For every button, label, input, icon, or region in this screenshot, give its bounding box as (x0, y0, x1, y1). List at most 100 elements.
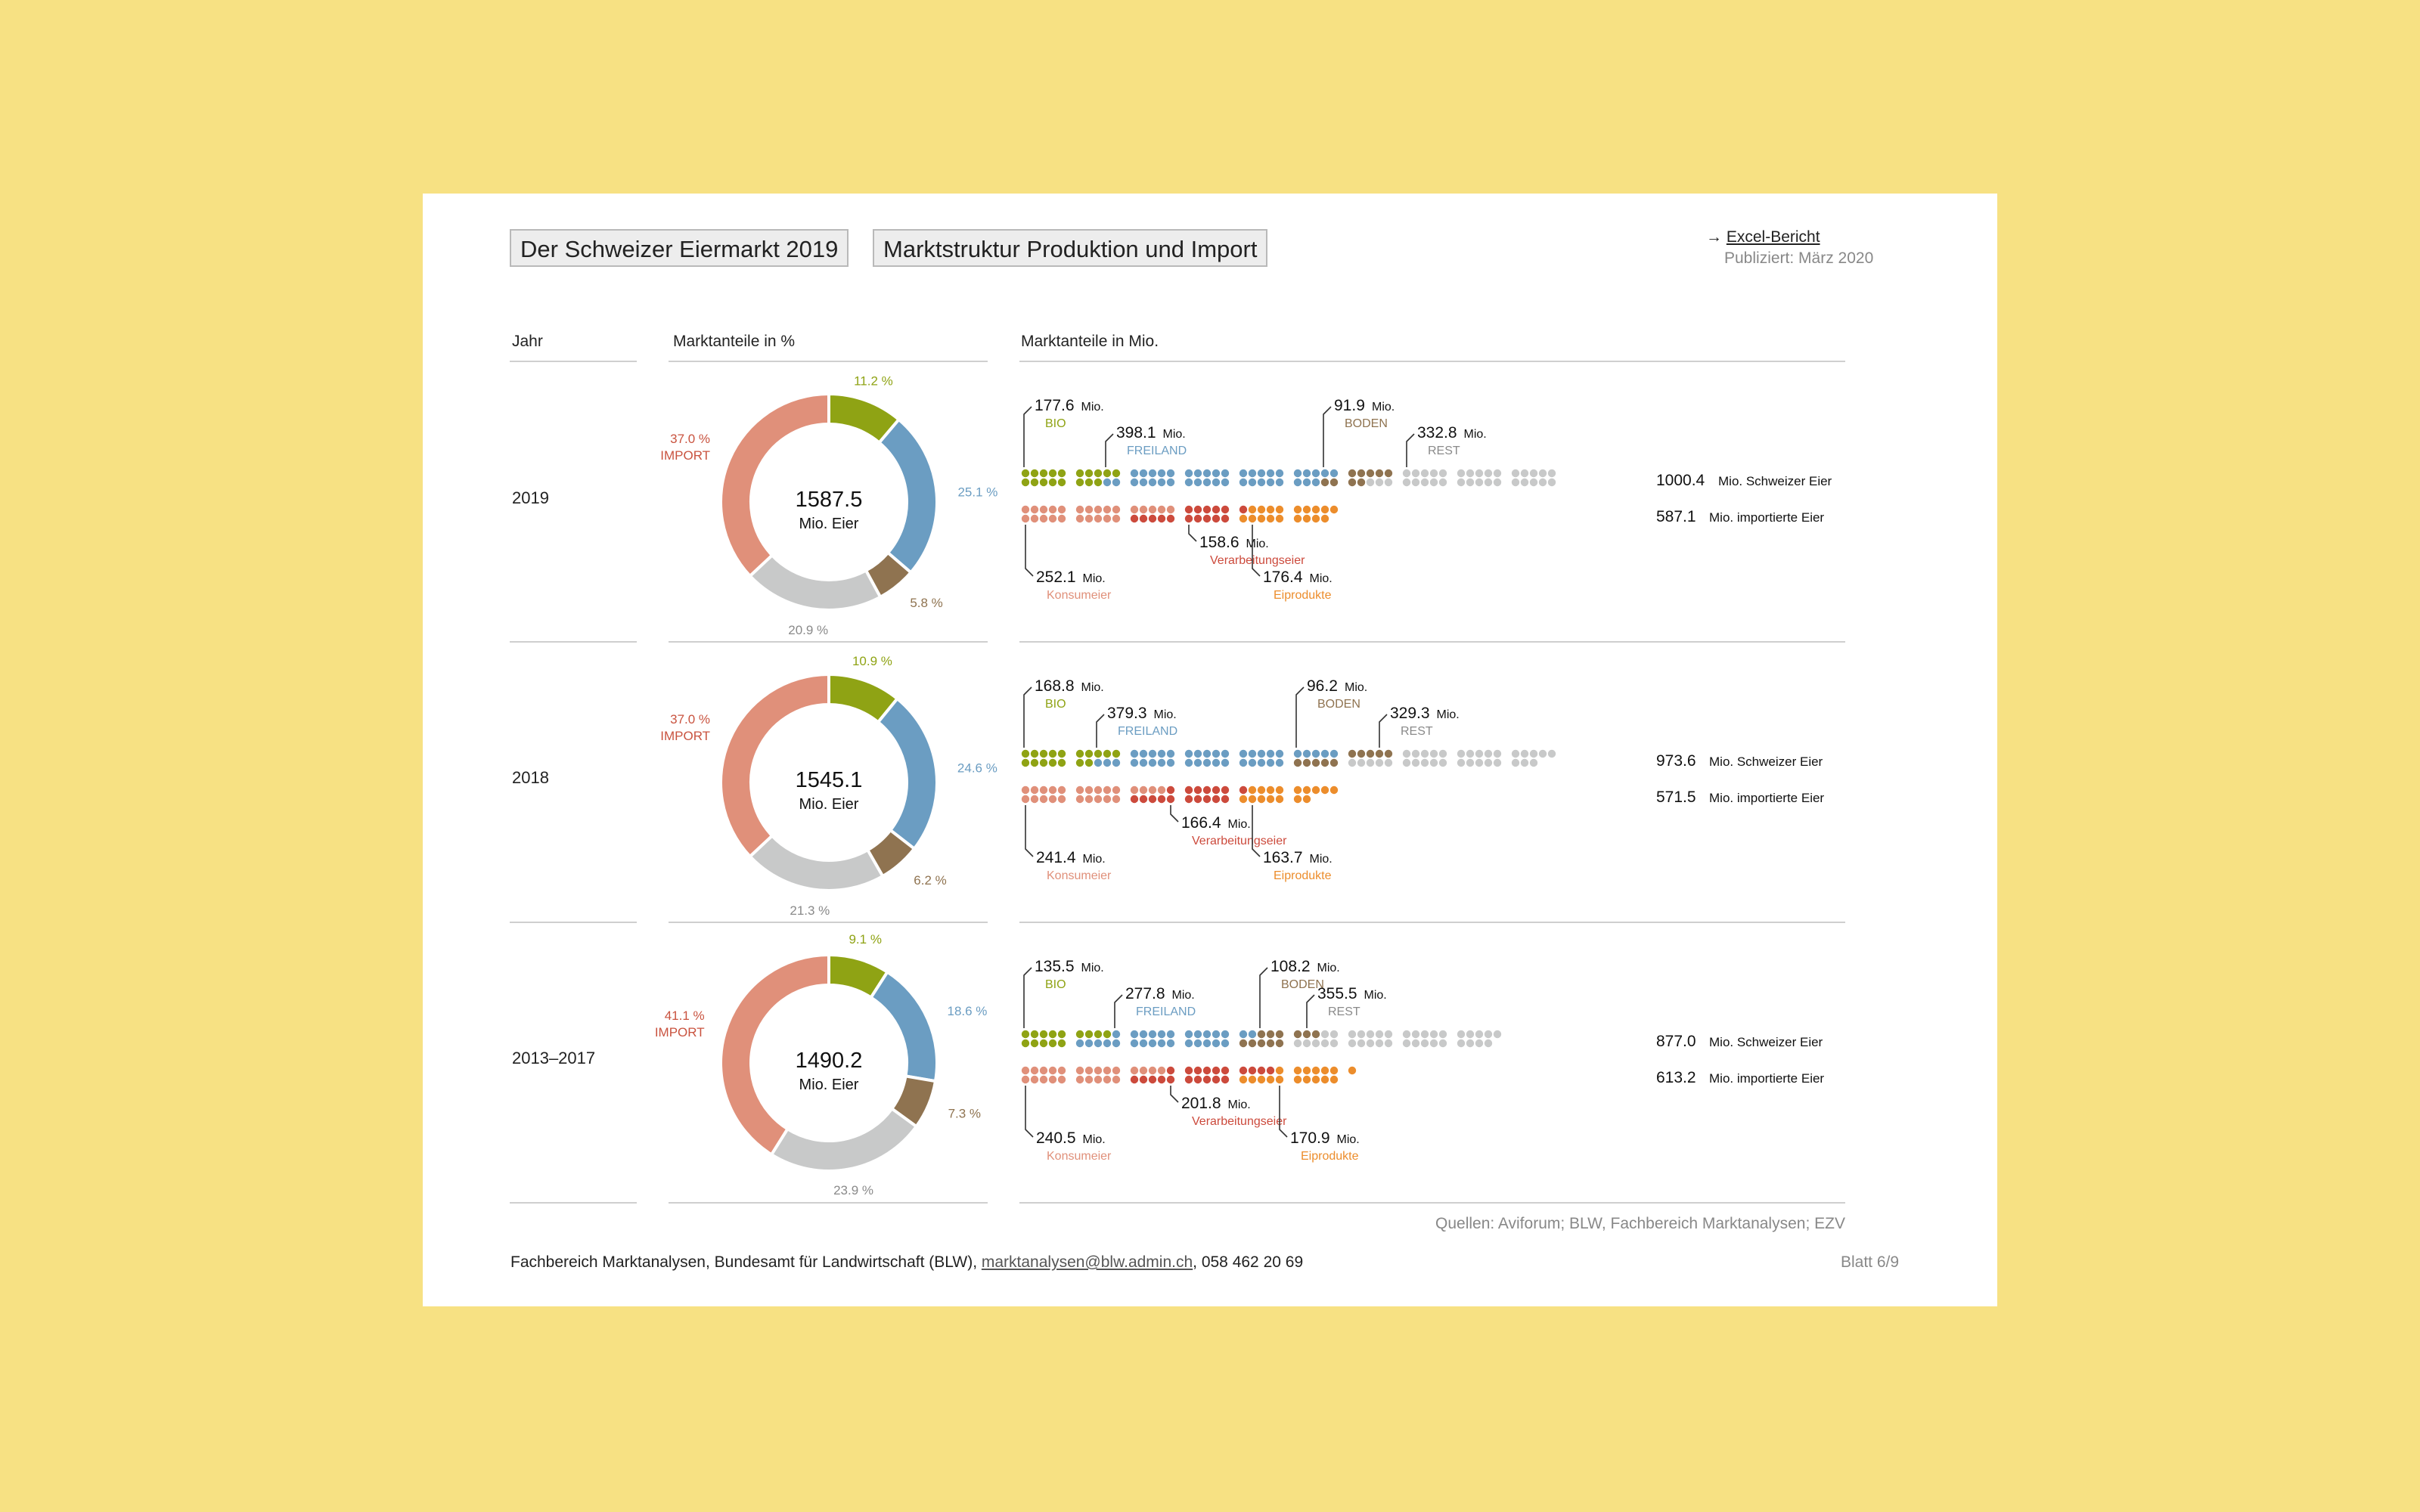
import-egg-dot-konsum (1048, 1066, 1057, 1075)
import-egg-dot-verarbeitung (1202, 505, 1212, 514)
swiss-egg-dot-freiland (1302, 749, 1311, 758)
swiss-egg-dot-rest (1302, 1039, 1311, 1048)
donut-total-unit: Mio. Eier (799, 1077, 859, 1093)
import-egg-dot-verarbeitung (1184, 505, 1193, 514)
swiss-egg-dot-freiland (1148, 1039, 1157, 1048)
callout-unit-konsum: Mio. (1083, 853, 1106, 866)
swiss-egg-dot-boden (1357, 469, 1366, 478)
import-egg-dot-eiprodukte (1239, 1075, 1248, 1084)
import-egg-dot-verarbeitung (1202, 795, 1212, 804)
swiss-egg-dot-freiland (1202, 469, 1212, 478)
import-egg-dot-verarbeitung (1184, 1075, 1193, 1084)
import-egg-dot-verarbeitung (1193, 785, 1202, 795)
swiss-egg-dot-freiland (1275, 469, 1284, 478)
callout-value-eiprodukte: 170.9 (1290, 1129, 1330, 1147)
swiss-egg-dot-bio (1084, 469, 1094, 478)
import-egg-dot-konsum (1057, 505, 1066, 514)
swiss-egg-dot-bio (1075, 478, 1084, 487)
swiss-egg-dot-bio (1094, 1030, 1103, 1039)
footer-email-link[interactable]: marktanalysen@blw.admin.ch (981, 1253, 1193, 1271)
callout-label-rest: REST (1328, 1005, 1360, 1018)
footer-phone: , 058 462 20 69 (1193, 1253, 1304, 1271)
import-egg-dot-eiprodukte (1248, 514, 1257, 523)
swiss-egg-dot-freiland (1221, 758, 1230, 767)
import-egg-dot-konsum (1048, 795, 1057, 804)
import-egg-dot-eiprodukte (1275, 505, 1284, 514)
import-egg-dot-konsum (1130, 505, 1139, 514)
swiss-egg-dot-rest (1457, 749, 1466, 758)
swiss-egg-dot-boden (1302, 1030, 1311, 1039)
excel-link-text[interactable]: Excel-Bericht (1726, 228, 1820, 246)
swiss-egg-dot-rest (1457, 478, 1466, 487)
donut-percent-label: 41.1 % (665, 1009, 705, 1023)
import-egg-dot-konsum (1048, 505, 1057, 514)
import-total-label: Mio. importierte Eier (1709, 1071, 1824, 1086)
import-egg-dot-eiprodukte (1248, 785, 1257, 795)
swiss-egg-dot-rest (1402, 1030, 1411, 1039)
swiss-egg-dot-boden (1293, 758, 1302, 767)
swiss-egg-dot-freiland (1166, 469, 1175, 478)
callout-unit-bio: Mio. (1081, 681, 1104, 694)
import-egg-dot-verarbeitung (1202, 514, 1212, 523)
callout-unit-verarbeitung: Mio. (1246, 538, 1269, 550)
import-egg-dot-eiprodukte (1293, 505, 1302, 514)
callout-line-verarbeitung (1170, 805, 1179, 823)
import-egg-dot-verarbeitung (1184, 785, 1193, 795)
callout-value-rest: 355.5 (1317, 985, 1357, 1002)
divider (1019, 641, 1845, 643)
callout-value-rest: 332.8 (1417, 424, 1457, 442)
import-egg-dot-eiprodukte (1275, 514, 1284, 523)
import-egg-dot-verarbeitung (1139, 795, 1148, 804)
import-egg-dot-verarbeitung (1148, 795, 1157, 804)
swiss-egg-dot-boden (1320, 478, 1329, 487)
donut-percent-label: 10.9 % (852, 654, 892, 668)
excel-report-link[interactable]: → Excel-Bericht (1706, 228, 1820, 246)
callout-label-bio: BIO (1045, 978, 1066, 991)
import-egg-dot-verarbeitung (1148, 514, 1157, 523)
callout-value-verarbeitung: 201.8 (1181, 1095, 1221, 1112)
swiss-egg-dot-rest (1438, 478, 1447, 487)
import-total-value: 571.5 (1656, 789, 1696, 806)
swiss-egg-dot-freiland (1320, 749, 1329, 758)
swiss-egg-dot-boden (1311, 1030, 1320, 1039)
swiss-egg-dot-rest (1475, 478, 1484, 487)
import-egg-dot-verarbeitung (1202, 785, 1212, 795)
swiss-egg-dot-freiland (1193, 1030, 1202, 1039)
import-egg-dot-konsum (1103, 1066, 1112, 1075)
import-egg-dot-verarbeitung (1257, 1066, 1266, 1075)
import-egg-dot-konsum (1084, 1075, 1094, 1084)
callout-unit-eiprodukte: Mio. (1310, 853, 1333, 866)
swiss-egg-dot-boden (1384, 749, 1393, 758)
swiss-egg-dot-freiland (1112, 758, 1121, 767)
swiss-egg-dot-bio (1084, 749, 1094, 758)
import-egg-dot-eiprodukte (1320, 505, 1329, 514)
swiss-egg-dot-bio (1075, 758, 1084, 767)
import-egg-dot-konsum (1057, 514, 1066, 523)
import-egg-dot-verarbeitung (1202, 1075, 1212, 1084)
swiss-egg-dot-freiland (1266, 469, 1275, 478)
import-egg-dot-konsum (1094, 785, 1103, 795)
swiss-egg-dot-rest (1466, 758, 1475, 767)
import-total-label: Mio. importierte Eier (1709, 510, 1824, 525)
import-egg-dot-konsum (1084, 785, 1094, 795)
swiss-egg-dot-rest (1320, 1039, 1329, 1048)
swiss-egg-dot-rest (1375, 1030, 1384, 1039)
import-egg-dot-konsum (1094, 1066, 1103, 1075)
swiss-egg-dot-freiland (1193, 758, 1202, 767)
callout-line-eiprodukte (1279, 1086, 1288, 1138)
swiss-egg-dot-rest (1475, 1039, 1484, 1048)
swiss-egg-dot-freiland (1221, 1039, 1230, 1048)
callout-label-konsum: Konsumeier (1047, 869, 1112, 882)
swiss-egg-dot-rest (1438, 1030, 1447, 1039)
callout-unit-rest: Mio. (1364, 989, 1387, 1002)
sources-note: Quellen: Aviforum; BLW, Fachbereich Mark… (1435, 1215, 1845, 1232)
donut-total-value: 1545.1 (796, 768, 863, 792)
import-egg-dot-konsum (1057, 1066, 1066, 1075)
swiss-total-label: Mio. Schweizer Eier (1718, 474, 1832, 488)
callout-line-rest (1406, 433, 1415, 467)
import-egg-dot-eiprodukte (1248, 795, 1257, 804)
import-egg-dot-konsum (1094, 795, 1103, 804)
import-egg-dot-verarbeitung (1157, 795, 1166, 804)
swiss-egg-dot-bio (1103, 749, 1112, 758)
swiss-egg-dot-freiland (1148, 478, 1157, 487)
